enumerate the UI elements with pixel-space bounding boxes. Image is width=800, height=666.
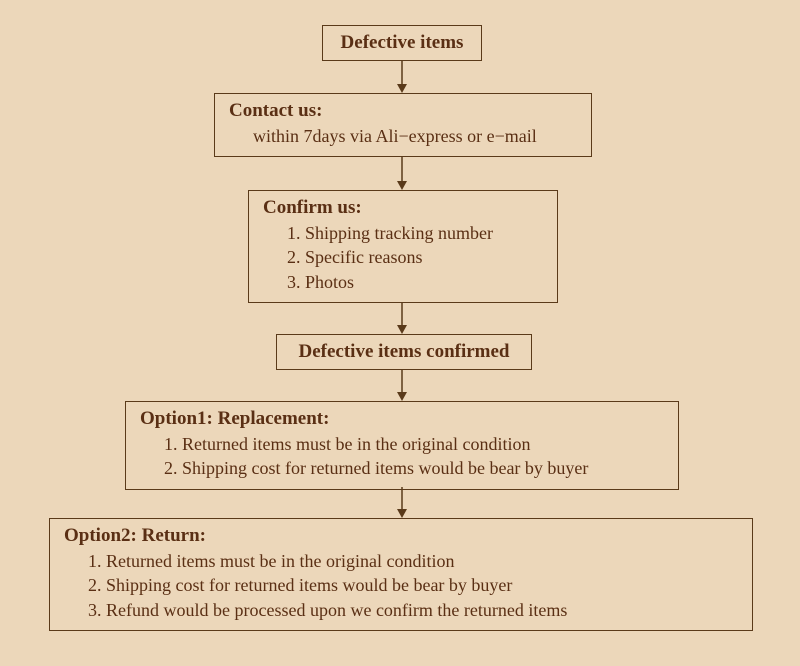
flow-node-n2: Contact us:within 7days via Ali−express … bbox=[214, 93, 592, 157]
arrow-n5-n6 bbox=[394, 487, 410, 518]
node-title: Defective items confirmed bbox=[298, 341, 509, 362]
flow-node-n1: Defective items bbox=[322, 25, 482, 61]
node-title: Defective items bbox=[341, 32, 464, 53]
node-body: 1. Returned items must be in the origina… bbox=[64, 549, 738, 622]
node-title: Confirm us: bbox=[263, 197, 543, 219]
node-title: Option2: Return: bbox=[64, 525, 738, 547]
arrow-n4-n5 bbox=[394, 370, 410, 401]
node-title: Contact us: bbox=[229, 100, 577, 122]
arrow-n2-n3 bbox=[394, 157, 410, 190]
flow-node-n3: Confirm us:1. Shipping tracking number2.… bbox=[248, 190, 558, 303]
node-body: 1. Returned items must be in the origina… bbox=[140, 432, 664, 481]
arrow-n1-n2 bbox=[394, 61, 410, 93]
flow-node-n6: Option2: Return:1. Returned items must b… bbox=[49, 518, 753, 631]
node-title: Option1: Replacement: bbox=[140, 408, 664, 430]
flow-node-n4: Defective items confirmed bbox=[276, 334, 532, 370]
node-body: 1. Shipping tracking number2. Specific r… bbox=[263, 221, 543, 294]
node-body: within 7days via Ali−express or e−mail bbox=[229, 124, 577, 148]
arrow-n3-n4 bbox=[394, 302, 410, 334]
flow-node-n5: Option1: Replacement:1. Returned items m… bbox=[125, 401, 679, 490]
